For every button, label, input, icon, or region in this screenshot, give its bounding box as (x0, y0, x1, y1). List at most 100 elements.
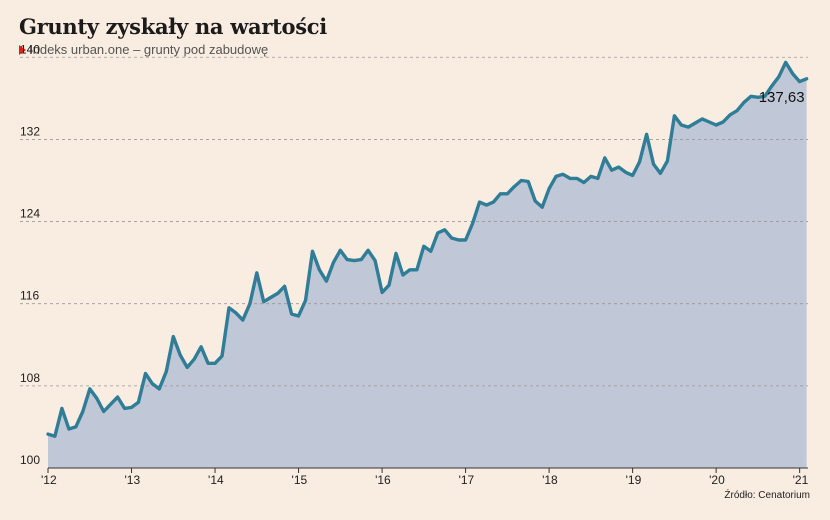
data-point (603, 156, 607, 160)
x-tick-label: '12 (41, 473, 57, 487)
data-point (645, 133, 648, 136)
data-point (805, 77, 808, 81)
data-point (123, 407, 126, 410)
data-point (485, 203, 488, 207)
data-point (575, 177, 579, 180)
data-point (589, 175, 593, 178)
data-point (255, 271, 258, 275)
data-point (401, 273, 405, 277)
data-point (652, 162, 655, 166)
data-point (464, 238, 467, 242)
y-tick-label: 100 (20, 453, 40, 467)
data-point (694, 121, 697, 125)
x-tick-label: '17 (459, 473, 475, 487)
y-tick-label: 108 (20, 371, 40, 385)
data-point (283, 285, 286, 288)
data-point (158, 387, 161, 391)
data-point (450, 236, 453, 240)
data-point (422, 245, 426, 248)
data-point (304, 299, 307, 302)
data-point (596, 177, 599, 180)
data-point (137, 401, 140, 404)
y-tick-label: 124 (20, 207, 40, 221)
data-point (151, 382, 154, 385)
data-point (735, 109, 739, 112)
x-tick-label: '19 (626, 473, 642, 487)
data-point (192, 357, 196, 361)
data-point (144, 372, 147, 375)
y-tick-label: 132 (20, 124, 40, 138)
data-point (471, 222, 474, 225)
data-point (798, 80, 801, 83)
data-point (478, 200, 481, 204)
data-point (554, 175, 558, 178)
data-point (708, 120, 711, 124)
data-point (366, 249, 370, 252)
data-point (373, 259, 377, 262)
data-point (311, 250, 314, 253)
data-point (359, 258, 363, 261)
data-point (492, 200, 495, 204)
data-point (88, 387, 91, 391)
data-point (332, 261, 335, 264)
data-point (220, 354, 224, 358)
area-fill (48, 62, 807, 469)
data-point (784, 61, 787, 64)
data-point (429, 250, 432, 253)
data-point (346, 258, 349, 261)
data-point (700, 117, 704, 121)
data-point (387, 284, 391, 287)
data-point (262, 300, 265, 303)
data-point (520, 179, 523, 182)
data-point (659, 172, 662, 175)
data-point (67, 427, 71, 431)
data-point (213, 362, 217, 365)
data-point (297, 314, 300, 318)
data-point (102, 410, 105, 413)
data-point (443, 228, 446, 231)
source-note: Źródło: Cenatorium (724, 490, 810, 501)
data-point (742, 101, 746, 104)
data-point (276, 292, 279, 295)
data-point (81, 410, 85, 413)
data-point (172, 335, 175, 338)
data-point (540, 205, 544, 209)
data-point (617, 165, 620, 169)
data-point (46, 432, 50, 436)
data-point (353, 259, 356, 262)
data-point (165, 370, 168, 373)
data-point (666, 159, 669, 163)
data-point (714, 123, 718, 127)
data-point (756, 96, 760, 99)
data-point (234, 311, 238, 315)
data-point (513, 185, 516, 188)
data-point (506, 192, 509, 196)
data-point (770, 84, 774, 88)
data-point (610, 169, 613, 172)
x-tick-label: '15 (292, 473, 308, 487)
data-point (763, 95, 767, 98)
data-point (436, 231, 439, 235)
data-point (380, 291, 384, 294)
data-point (561, 173, 565, 176)
data-point (638, 160, 641, 164)
data-point (394, 252, 398, 255)
data-point (582, 181, 586, 184)
data-point (527, 180, 530, 183)
data-point (499, 192, 502, 196)
data-point (721, 120, 725, 124)
data-point (631, 174, 634, 177)
data-point (457, 238, 460, 242)
series-line (46, 60, 809, 438)
data-point (179, 353, 182, 357)
x-tick-label: '16 (375, 473, 391, 487)
data-point (325, 279, 328, 283)
data-point (339, 249, 342, 252)
data-point (74, 425, 78, 429)
data-point (53, 434, 57, 438)
data-point (624, 171, 627, 174)
triangle-marker-icon (19, 44, 26, 55)
data-point (290, 312, 293, 316)
data-point (533, 199, 537, 203)
